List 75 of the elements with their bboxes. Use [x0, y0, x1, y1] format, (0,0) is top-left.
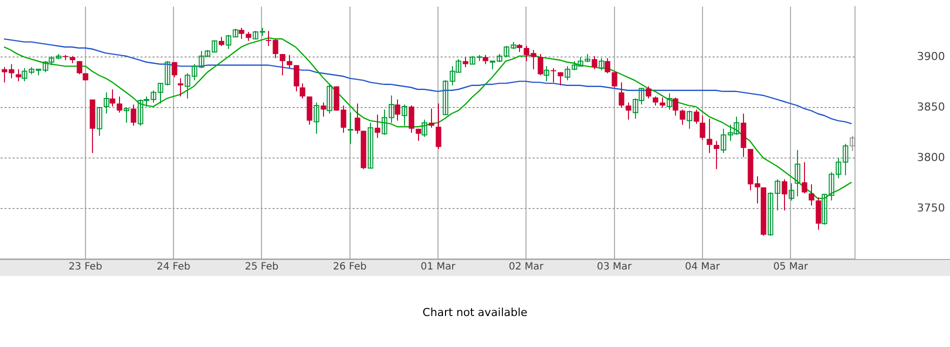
candlestick: [686, 110, 692, 130]
candlestick: [714, 140, 720, 170]
candlestick: [96, 107, 102, 136]
candlestick: [16, 68, 22, 82]
x-tick-label: 25 Feb: [244, 262, 278, 273]
candlestick: [850, 135, 856, 152]
y-tick-label: 3850: [917, 100, 945, 114]
candlestick: [76, 60, 82, 75]
y-tick-label: 3750: [917, 201, 945, 214]
candlestick: [592, 56, 598, 70]
candlestick: [238, 27, 244, 40]
candlestick: [694, 109, 700, 124]
candlestick: [794, 149, 800, 197]
candlestick: [110, 88, 116, 108]
candlestick: [672, 96, 678, 116]
candlestick: [802, 162, 808, 194]
candlestick: [300, 82, 306, 99]
candlestick: [326, 84, 332, 114]
y-tick-label: 3800: [917, 150, 945, 164]
candlestick: [416, 128, 422, 142]
candlestick: [116, 96, 122, 114]
candlestick: [652, 96, 658, 106]
y-tick-label: 3900: [917, 50, 945, 63]
x-tick-label: 02 Mar: [508, 262, 544, 273]
candlestick: [646, 86, 652, 99]
candlestick: [246, 31, 252, 42]
candlestick: [706, 118, 712, 154]
candlestick: [626, 102, 632, 120]
candlestick: [172, 62, 178, 78]
candlestick: [680, 109, 686, 126]
candlestick: [544, 66, 550, 82]
candlestick: [402, 104, 408, 126]
x-tick-label: 01 Mar: [420, 262, 456, 273]
candlestick: [286, 54, 292, 69]
x-tick-label: 04 Mar: [685, 262, 721, 273]
text: Chart not available: [422, 306, 528, 319]
x-tick-label: 23 Feb: [68, 262, 102, 273]
candlestick: [700, 115, 706, 140]
candlestick: [816, 196, 822, 230]
candlestick: [482, 54, 488, 65]
x-tick-label: 26 Feb: [333, 262, 367, 273]
candlestick: [178, 78, 184, 97]
candlestick: [422, 119, 428, 138]
candlestick: [130, 104, 136, 126]
candlestick: [348, 112, 354, 144]
candlestick: [612, 72, 618, 88]
x-tick-label: 24 Feb: [156, 262, 190, 273]
candlestick: [280, 54, 286, 76]
candlestick: [354, 103, 360, 134]
candlestick: [550, 68, 556, 83]
candlestick: [374, 114, 380, 138]
candlestick: [408, 105, 414, 134]
candlestick: [368, 122, 374, 169]
candlestick: [394, 98, 400, 122]
candlestick: [104, 92, 110, 114]
candlestick: [808, 184, 814, 206]
candlestick: [598, 58, 604, 71]
x-tick-label: 03 Mar: [596, 262, 633, 273]
x-tick-label: 05 Mar: [773, 262, 809, 273]
candlestick: [436, 103, 442, 150]
candlestick: [618, 82, 624, 108]
candlestick: [782, 178, 788, 212]
candlestick: [788, 182, 794, 201]
candlestick: [660, 96, 666, 108]
candlestick: [320, 102, 326, 118]
candlestick: [604, 58, 610, 74]
candlestick: [218, 36, 224, 46]
candlestick: [538, 54, 544, 76]
candlestick: [558, 72, 564, 86]
candlestick: [428, 108, 434, 128]
candlestick: [462, 56, 468, 68]
candlestick: [294, 64, 300, 92]
candlestick: [666, 92, 672, 110]
candlestick: [314, 102, 320, 134]
candlestick: [124, 107, 130, 124]
